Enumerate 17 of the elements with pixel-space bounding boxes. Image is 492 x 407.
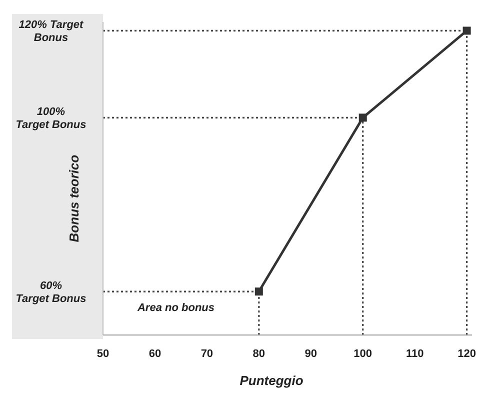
point [462, 26, 471, 35]
x-axis-title: Punteggio [240, 373, 304, 388]
x-tick-label: 70 [200, 348, 214, 360]
x-tick-label: 110 [406, 348, 424, 360]
x-tick-label: 90 [304, 348, 318, 360]
annotation: Area no bonus [137, 302, 215, 314]
x-tick-label: 50 [96, 348, 110, 360]
x-tick-label: 120 [458, 348, 476, 360]
y-tick-label: 100% Target Bonus [16, 106, 86, 132]
x-tick-label: 80 [252, 348, 266, 360]
y-tick-label: 120% Target Bonus [18, 19, 85, 44]
point [254, 288, 263, 296]
x-tick-label: 60 [148, 348, 162, 360]
x-tick-label: 100 [354, 348, 372, 360]
y-tick-label: 60% Target Bonus [16, 280, 86, 306]
point [358, 114, 367, 122]
y-axis-title: Bonus teorico [66, 154, 82, 242]
